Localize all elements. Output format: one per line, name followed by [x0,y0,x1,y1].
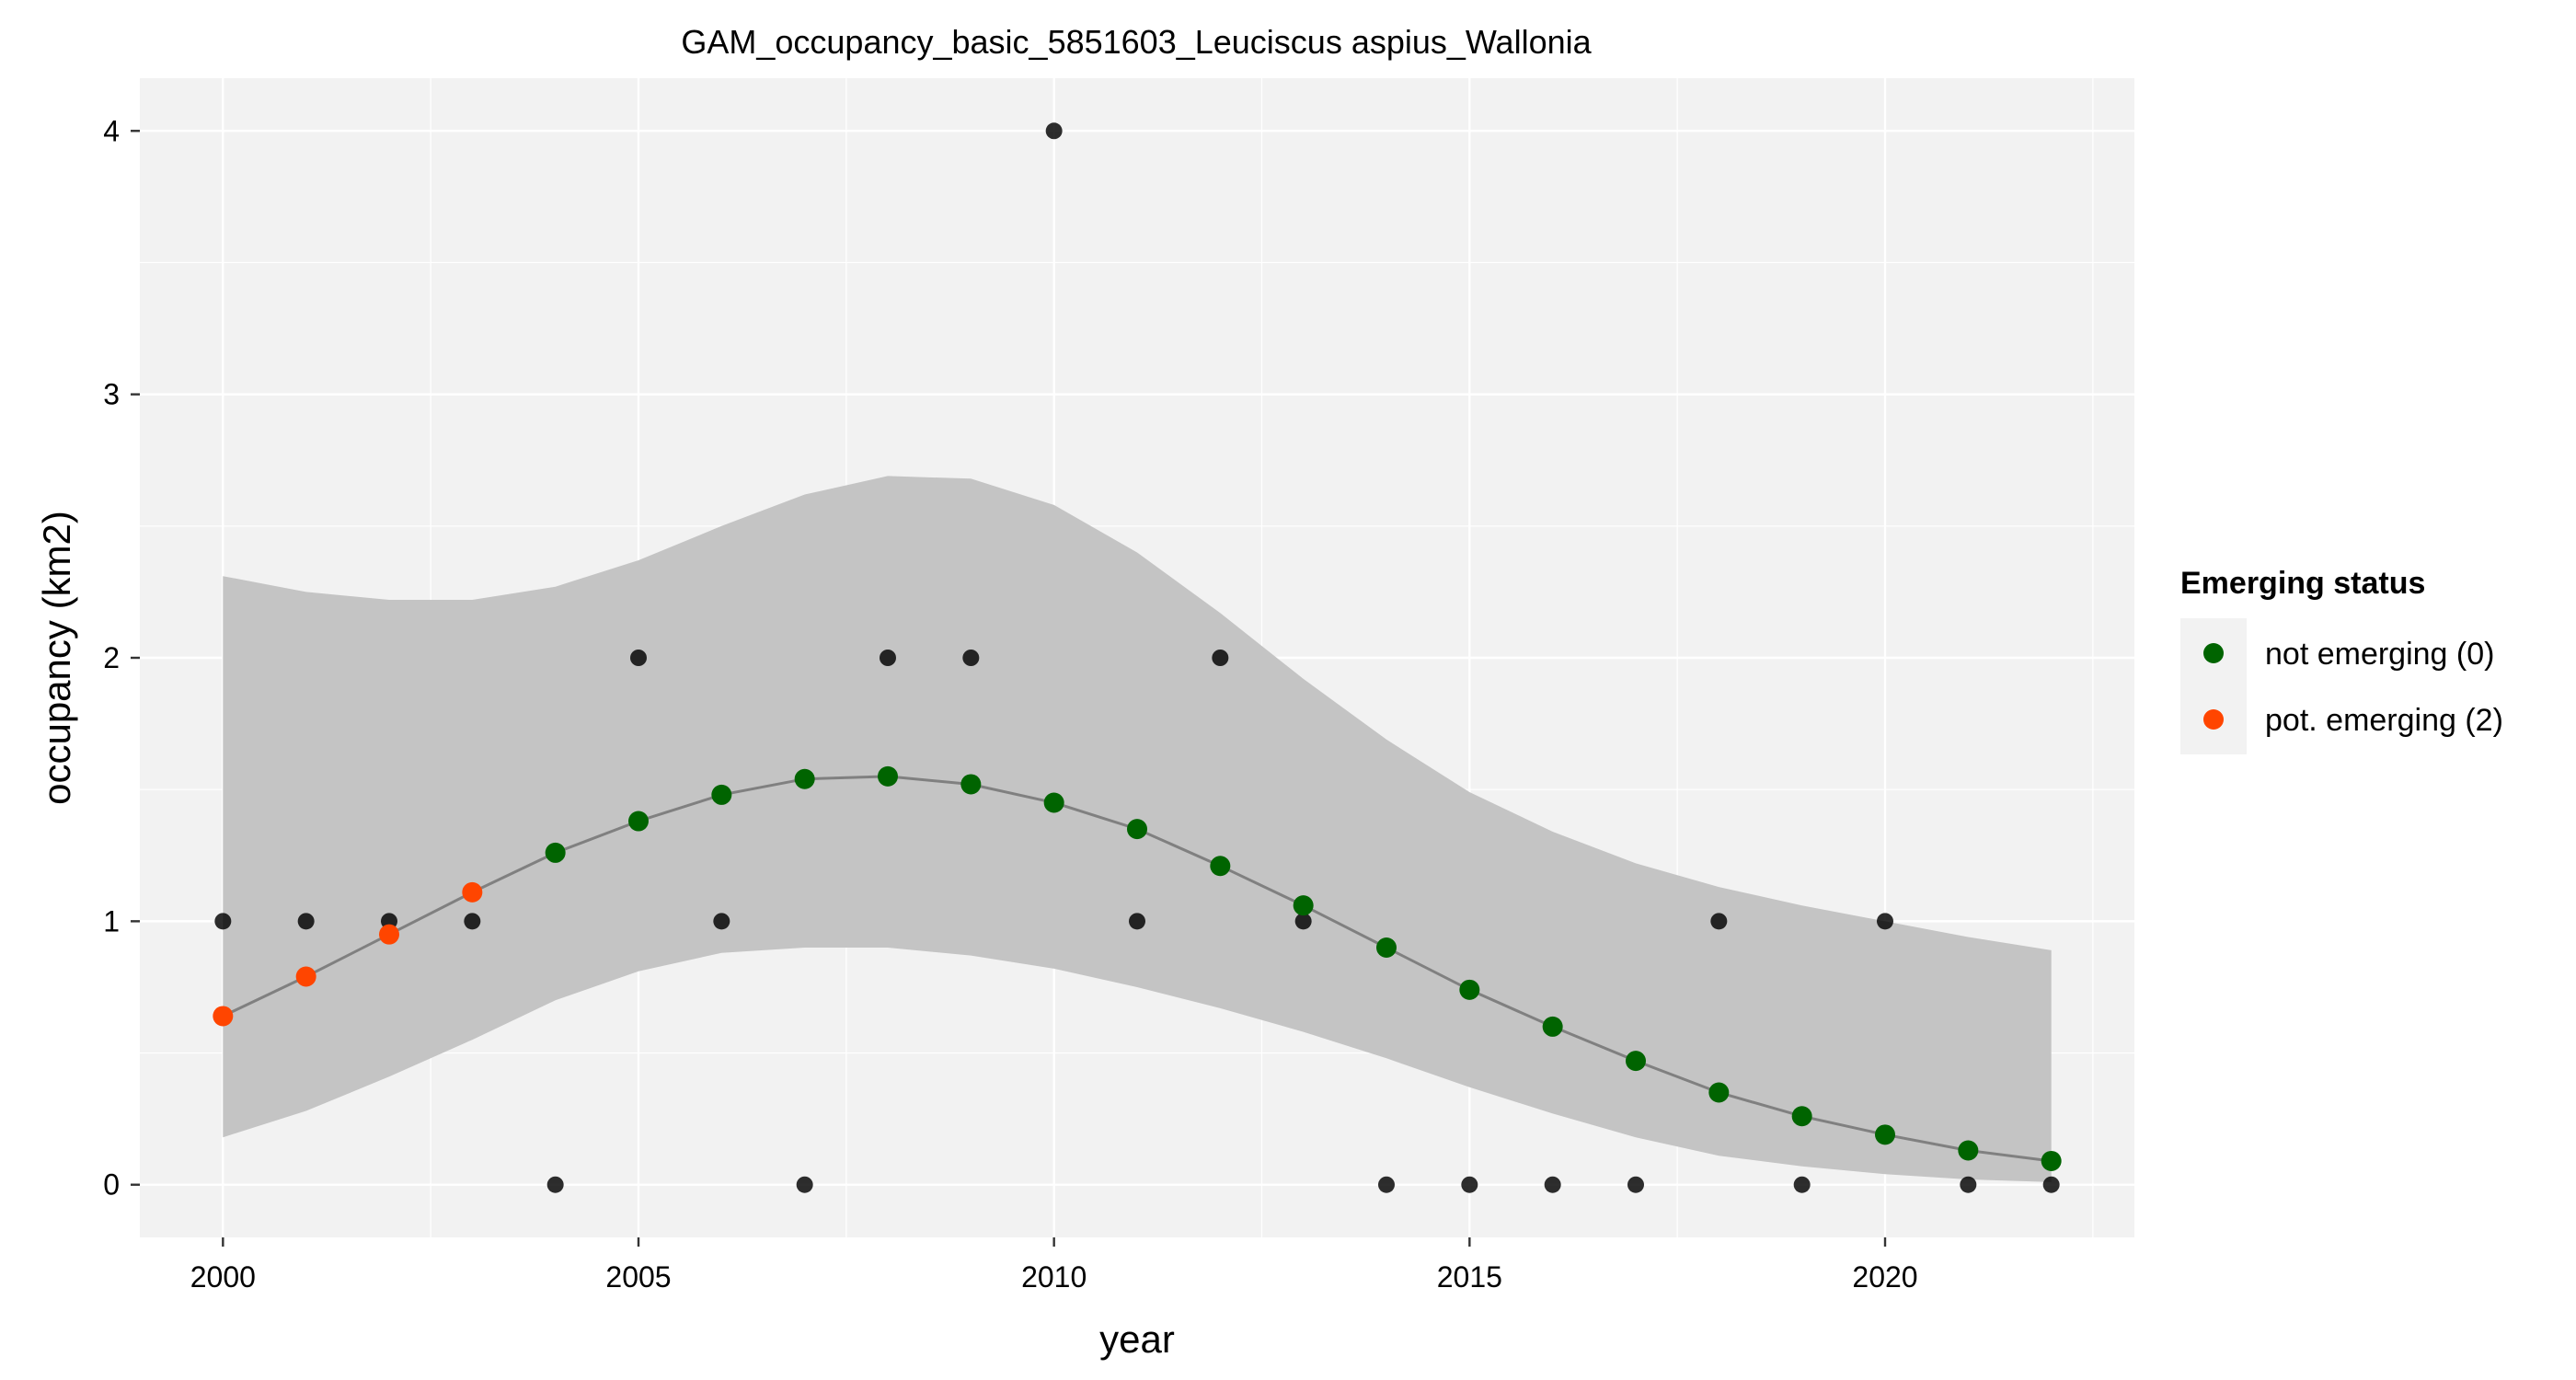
observed-point [796,1176,813,1193]
observed-point [1294,913,1312,930]
observed-point [464,913,481,930]
legend-title: Emerging status [2180,566,2425,601]
fit-point-not-emerging [1542,1016,1563,1037]
fit-point-not-emerging [1127,819,1147,840]
observed-point [1627,1176,1644,1193]
observed-point [214,913,232,930]
observed-point [630,650,647,666]
observed-point [962,650,980,666]
legend-key-background [2180,618,2247,754]
observed-point [297,913,315,930]
fit-point-not-emerging [1459,979,1480,1000]
observed-point [880,650,896,666]
fit-point-not-emerging [878,765,898,787]
observed-points [214,122,2060,1193]
y-tick-label: 1 [103,904,120,937]
observed-point [2042,1176,2060,1193]
fit-point-not-emerging [1791,1106,1812,1127]
fit-point-not-emerging [1958,1140,1979,1161]
legend-label-not-emerging: not emerging (0) [2265,637,2494,672]
observed-point [1212,650,1229,666]
observed-point [1045,122,1063,140]
observed-point [1710,913,1728,930]
fit-point-not-emerging [1210,856,1231,877]
observed-point [1877,913,1893,930]
observed-point [1544,1176,1561,1193]
legend-label-pot-emerging: pot. emerging (2) [2265,703,2503,738]
observed-point [713,913,730,930]
axes: 2000 2005 2010 2015 2020 0 1 2 3 4 [103,114,1917,1294]
y-tick-label: 0 [103,1168,120,1202]
chart-title: GAM_occupancy_basic_5851603_Leuciscus as… [681,23,1592,61]
fit-point-not-emerging [794,768,815,789]
fit-point-not-emerging [1043,792,1064,813]
fit-point-not-emerging [1708,1082,1730,1103]
observed-point [1129,913,1145,930]
fit-point-not-emerging [628,811,649,832]
observed-point [1461,1176,1478,1193]
fit-point-not-emerging [1293,895,1314,916]
fit-point-pot-emerging [213,1006,234,1027]
x-tick-label: 2000 [190,1260,256,1294]
observed-point [1793,1176,1811,1193]
fit-point-not-emerging [1875,1124,1895,1145]
legend: Emerging status not emerging (0) pot. em… [2180,566,2503,754]
fit-point-not-emerging [545,842,566,863]
observed-point [1960,1176,1977,1193]
fit-point-pot-emerging [462,881,483,903]
x-tick-label: 2015 [1437,1260,1502,1294]
y-axis-title: occupancy (km2) [35,511,78,805]
x-tick-label: 2010 [1021,1260,1087,1294]
fit-point-not-emerging [1626,1051,1646,1072]
observed-point [1378,1176,1395,1193]
legend-key-pot-emerging [2203,709,2224,730]
fitted-points [213,765,2062,1171]
y-tick-label: 4 [103,114,120,147]
fit-point-not-emerging [1376,937,1397,958]
observed-point [546,1176,564,1193]
y-tick-label: 3 [103,378,120,411]
x-tick-label: 2020 [1852,1260,1917,1294]
fit-point-pot-emerging [379,924,399,945]
legend-key-not-emerging [2203,643,2224,663]
x-tick-label: 2005 [605,1260,671,1294]
x-axis-title: year [1099,1317,1175,1361]
fit-point-not-emerging [960,774,982,795]
fit-point-not-emerging [2041,1150,2062,1171]
fit-point-pot-emerging [295,966,316,987]
fit-point-not-emerging [711,784,732,805]
y-tick-label: 2 [103,641,120,674]
